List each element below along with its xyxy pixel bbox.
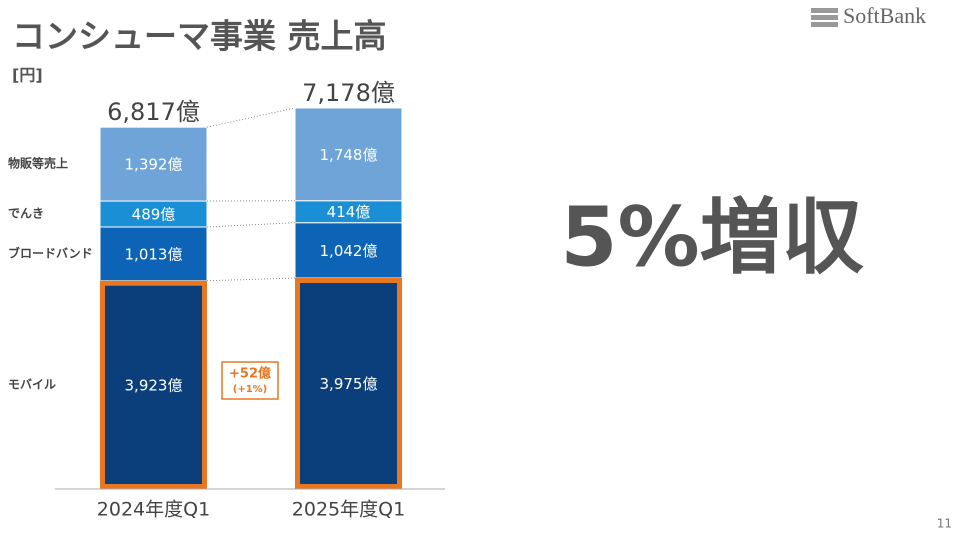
highlight-box — [100, 280, 207, 489]
connector — [206, 222, 296, 228]
unit-label: [円] — [12, 66, 43, 85]
total-label: 6,817億 — [107, 98, 200, 126]
connector — [206, 107, 296, 128]
legend-label: ブロードバンド — [8, 245, 93, 260]
value-label: 1,748億 — [320, 146, 378, 164]
logo: SoftBank — [811, 3, 926, 28]
connector — [206, 277, 296, 282]
value-label: 1,392億 — [125, 156, 183, 174]
value-label: 3,923億 — [125, 376, 183, 394]
annotation-box — [221, 361, 279, 400]
logo-icon — [811, 15, 838, 20]
value-label: 3,975億 — [320, 375, 378, 393]
headline: 5%増収 — [560, 190, 863, 285]
total-label: 7,178億 — [302, 79, 395, 107]
value-label: 489億 — [132, 206, 176, 224]
legend-label: でんき — [8, 207, 44, 221]
page-number: 11 — [937, 517, 952, 531]
annotation-sub: (+1%) — [233, 384, 268, 395]
x-tick-label: 2025年度Q1 — [292, 499, 405, 521]
bar-segment — [99, 280, 208, 490]
logo-icon — [811, 8, 838, 13]
highlight-box — [295, 278, 402, 489]
bar-segment — [99, 126, 208, 202]
bar-segment — [294, 107, 403, 202]
annotation: +52億 — [229, 366, 271, 382]
bar-segment — [99, 226, 208, 282]
x-tick-label: 2024年度Q1 — [97, 499, 210, 521]
value-label: 414億 — [327, 203, 371, 221]
logo-icon — [811, 22, 838, 27]
bar-segment — [294, 222, 403, 279]
legend-label: 物販等売上 — [8, 156, 68, 171]
legend-label: モバイル — [8, 377, 56, 391]
value-label: 1,013億 — [125, 245, 183, 263]
logo-text: SoftBank — [843, 3, 926, 28]
chart-title: コンシューマ事業 売上高 — [12, 17, 387, 56]
value-label: 1,042億 — [320, 242, 378, 260]
